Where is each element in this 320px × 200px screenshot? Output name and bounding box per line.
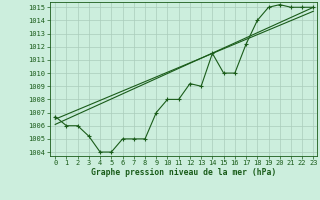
X-axis label: Graphe pression niveau de la mer (hPa): Graphe pression niveau de la mer (hPa) (91, 168, 276, 177)
